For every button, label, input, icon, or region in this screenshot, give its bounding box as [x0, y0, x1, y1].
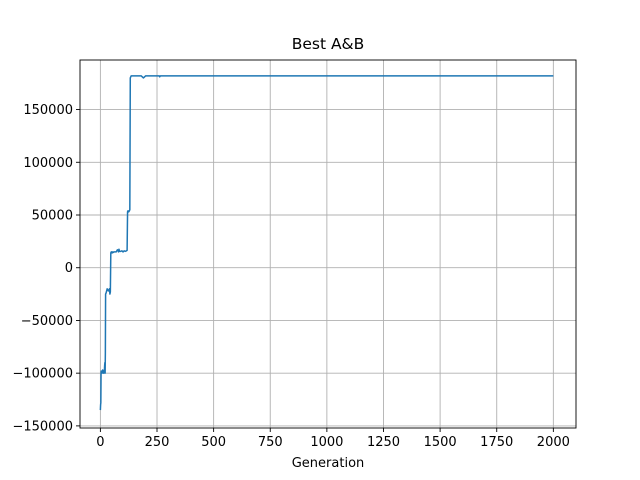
- y-tick-label: −150000: [12, 419, 73, 434]
- x-tick-label: 1750: [480, 435, 513, 450]
- x-tick-label: 1500: [424, 435, 457, 450]
- y-tick-label: 0: [65, 261, 73, 276]
- y-tick-label: 50000: [32, 209, 73, 224]
- y-tick-label: −50000: [21, 314, 73, 329]
- x-tick-label: 1000: [310, 435, 343, 450]
- series-layer: [99, 75, 554, 411]
- x-tick-label: 1250: [367, 435, 400, 450]
- y-tick-label: 150000: [23, 103, 73, 118]
- x-tick-label: 250: [145, 435, 170, 450]
- x-axis: 0 250 500 750 1000 1250 1500 1750 2000: [96, 428, 570, 450]
- chart-title: Best A&B: [292, 35, 365, 53]
- y-tick-label: −100000: [12, 367, 73, 382]
- y-tick-label: 100000: [23, 156, 73, 171]
- series-line: [99, 75, 554, 411]
- grid: [80, 60, 576, 428]
- plot-frame: [79, 59, 577, 429]
- x-axis-label: Generation: [292, 456, 365, 471]
- x-tick-label: 750: [258, 435, 283, 450]
- x-tick-label: 0: [96, 435, 104, 450]
- x-tick-label: 500: [201, 435, 226, 450]
- x-tick-label: 2000: [537, 435, 570, 450]
- y-axis: −150000 −100000 −50000 0 50000 100000 150000: [12, 103, 80, 434]
